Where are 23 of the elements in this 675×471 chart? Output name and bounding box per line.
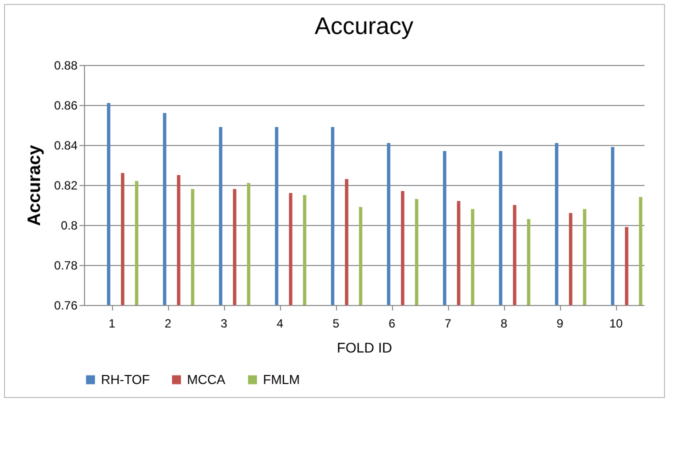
x-tick-label: 8 bbox=[500, 316, 508, 330]
x-tick-label: 4 bbox=[276, 316, 284, 330]
y-tick-label: 0.78 bbox=[54, 258, 78, 272]
x-tick-label: 10 bbox=[609, 316, 623, 330]
y-tick-label: 0.86 bbox=[54, 98, 78, 112]
legend-label: FMLM bbox=[263, 372, 300, 387]
y-tick-label: 0.84 bbox=[54, 138, 78, 152]
y-tick-label: 0.8 bbox=[60, 218, 78, 232]
y-axis-title: Accuracy bbox=[24, 144, 44, 226]
legend-label: MCCA bbox=[187, 372, 226, 387]
x-tick-label: 9 bbox=[556, 316, 564, 330]
y-tick-label: 0.76 bbox=[54, 298, 78, 312]
chart-title: Accuracy bbox=[314, 13, 414, 40]
legend-label: RH-TOF bbox=[101, 372, 150, 387]
x-tick-label: 3 bbox=[220, 316, 228, 330]
x-tick-label: 2 bbox=[164, 316, 172, 330]
x-tick-label: 6 bbox=[388, 316, 396, 330]
y-tick-label: 0.88 bbox=[54, 58, 78, 72]
x-tick-label: 5 bbox=[332, 316, 340, 330]
x-tick-label: 7 bbox=[444, 316, 452, 330]
x-tick-label: 1 bbox=[108, 316, 116, 330]
x-axis-title: FOLD ID bbox=[336, 340, 392, 356]
y-tick-label: 0.82 bbox=[54, 178, 78, 192]
